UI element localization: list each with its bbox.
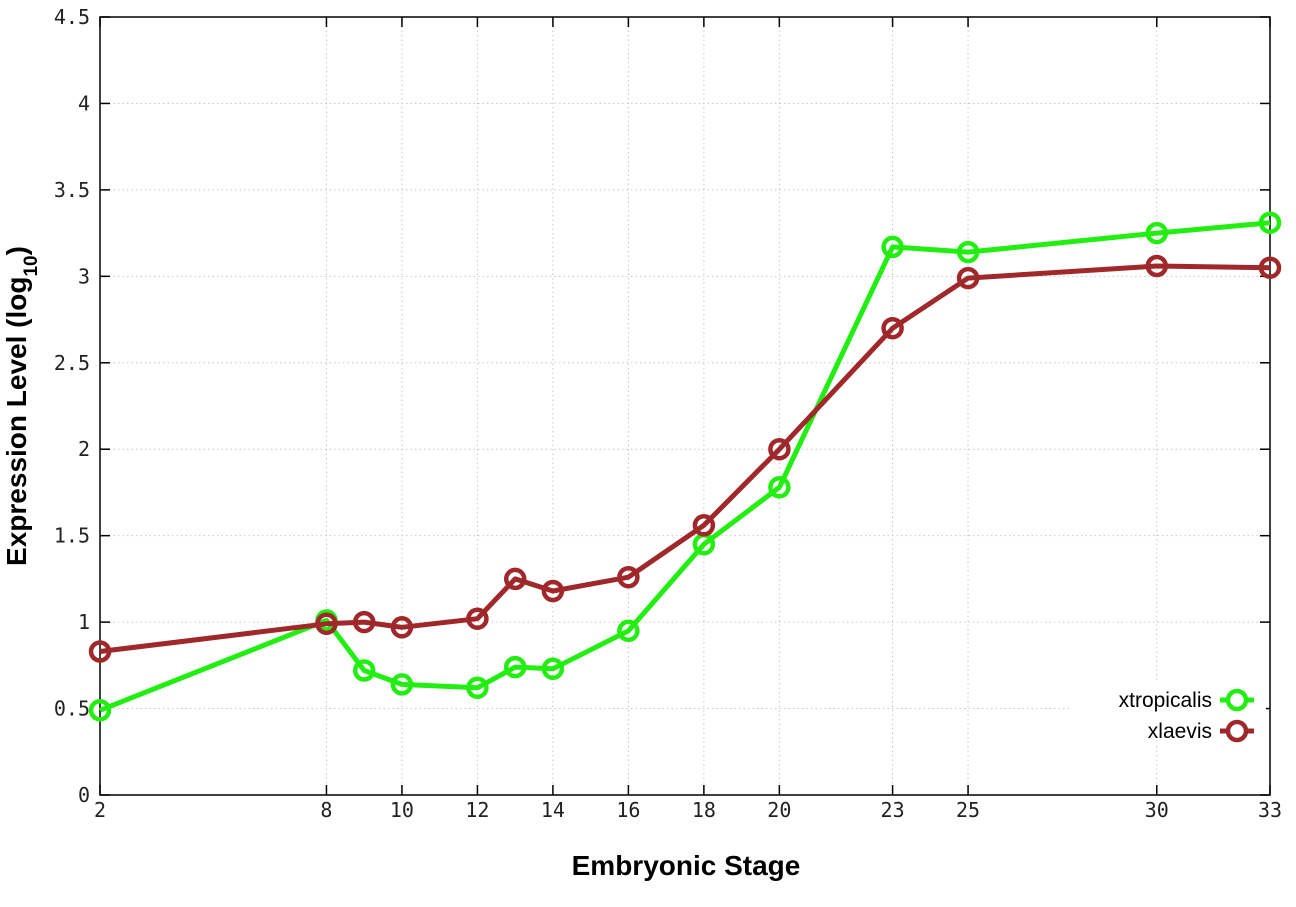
- x-tick-label: 23: [881, 798, 905, 822]
- data-point-xtropicalis: [352, 659, 376, 682]
- data-point-xtropicalis: [617, 619, 640, 643]
- y-axis-label-subscript: 10: [21, 255, 42, 276]
- x-tick-label: 10: [390, 798, 414, 822]
- data-point-xlaevis: [390, 616, 414, 639]
- x-tick-label: 25: [956, 798, 980, 822]
- series-line-xlaevis: [99, 263, 1271, 654]
- legend-marker-xtropicalis: [1225, 688, 1249, 712]
- y-tick-label: 0.5: [54, 697, 90, 721]
- y-tick-label: 1: [78, 610, 90, 634]
- x-tick-label: 30: [1145, 798, 1169, 822]
- data-point-xtropicalis: [390, 673, 414, 696]
- data-point-xtropicalis: [466, 676, 489, 700]
- data-point-xlaevis: [315, 612, 338, 636]
- y-tick-label: 2: [78, 437, 90, 461]
- x-tick-label: 8: [320, 798, 332, 822]
- legend-label-xtropicalis: xtropicalis: [1119, 689, 1212, 712]
- data-point-xlaevis: [541, 579, 565, 603]
- data-point-xtropicalis: [768, 476, 791, 499]
- data-point-xtropicalis: [881, 235, 904, 259]
- data-point-xtropicalis: [541, 657, 565, 681]
- y-tick-label: 2.5: [54, 351, 90, 375]
- y-tick-label: 3: [78, 264, 90, 288]
- data-point-xlaevis: [956, 266, 980, 290]
- series-line-xtropicalis: [99, 220, 1271, 713]
- data-point-xtropicalis: [956, 240, 980, 264]
- y-tick-label: 0: [78, 783, 90, 807]
- data-point-xtropicalis: [1145, 221, 1169, 245]
- data-point-xlaevis: [1258, 256, 1282, 279]
- x-tick-label: 20: [767, 798, 791, 822]
- legend-label-xlaevis: xlaevis: [1148, 720, 1212, 743]
- data-point-xlaevis: [617, 565, 640, 589]
- legend-marker-xlaevis: [1225, 719, 1249, 743]
- legend: xtropicalis xlaevis: [1070, 682, 1266, 746]
- plot-frame: [99, 16, 1271, 796]
- y-tick-label: 4: [78, 91, 90, 115]
- data-point-xlaevis: [503, 567, 527, 591]
- y-tick-label: 4.5: [54, 5, 90, 29]
- x-tick-label: 14: [541, 798, 565, 822]
- data-point-xlaevis: [88, 640, 112, 663]
- data-point-xlaevis: [692, 514, 716, 537]
- data-point-xlaevis: [768, 437, 791, 461]
- axis-ticks: 0 0.5 1 1.5 2 2.5 3 3.5 4 4.5 2 8 10 12 14 16 18 20 23 25 30…: [54, 5, 1282, 822]
- y-tick-label: 1.5: [54, 524, 90, 548]
- grid-lines: [100, 17, 1270, 795]
- x-tick-label: 12: [465, 798, 489, 822]
- data-point-xlaevis: [466, 607, 489, 630]
- data-point-xlaevis: [1145, 254, 1169, 278]
- x-tick-label: 16: [616, 798, 640, 822]
- x-tick-label: 33: [1258, 798, 1282, 822]
- data-point-xtropicalis: [503, 655, 527, 679]
- data-point-xlaevis: [352, 610, 376, 634]
- data-point-xtropicalis: [88, 699, 112, 722]
- data-point-xlaevis: [881, 316, 904, 340]
- x-tick-label: 2: [94, 798, 106, 822]
- y-axis-label: Expression Level (log10): [1, 246, 42, 566]
- y-tick-label: 3.5: [54, 178, 90, 202]
- data-point-xtropicalis: [1258, 211, 1282, 234]
- x-tick-label: 18: [692, 798, 716, 822]
- series-layer: [88, 211, 1282, 722]
- x-axis-label: Embryonic Stage: [572, 850, 801, 881]
